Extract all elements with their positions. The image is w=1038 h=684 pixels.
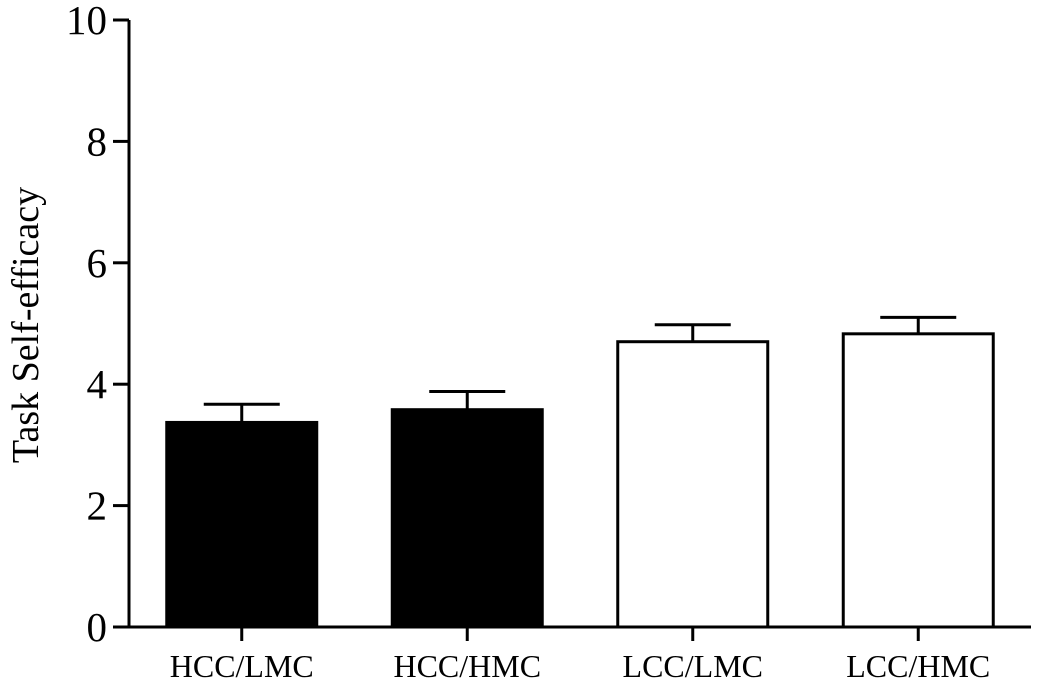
- axes: HCC/LMC HCC/HMC LCC/LMC LCC/HMC 0 2 4 6 8 10: [66, 0, 1031, 684]
- y-tick-label-8: 8: [87, 118, 108, 164]
- y-tick-label-0: 0: [87, 604, 108, 650]
- x-tick-label-4: LCC/HMC: [846, 648, 990, 684]
- y-tick-label-10: 10: [66, 0, 107, 43]
- bar-lcc-hmc: [841, 332, 995, 629]
- x-tick-label-3: LCC/LMC: [623, 648, 763, 684]
- y-axis-title: Task Self-efficacy: [5, 187, 47, 463]
- plot-area: [165, 315, 995, 629]
- x-tick-label-1: HCC/LMC: [170, 648, 314, 684]
- y-tick-label-6: 6: [87, 240, 108, 286]
- x-tick-label-2: HCC/HMC: [393, 648, 541, 684]
- bar-lcc-lmc: [616, 340, 770, 629]
- y-tick-label-2: 2: [87, 483, 108, 529]
- bar-hcc-hmc: [390, 408, 544, 629]
- y-tick-label-4: 4: [87, 361, 108, 407]
- bar-hcc-lmc: [165, 420, 319, 629]
